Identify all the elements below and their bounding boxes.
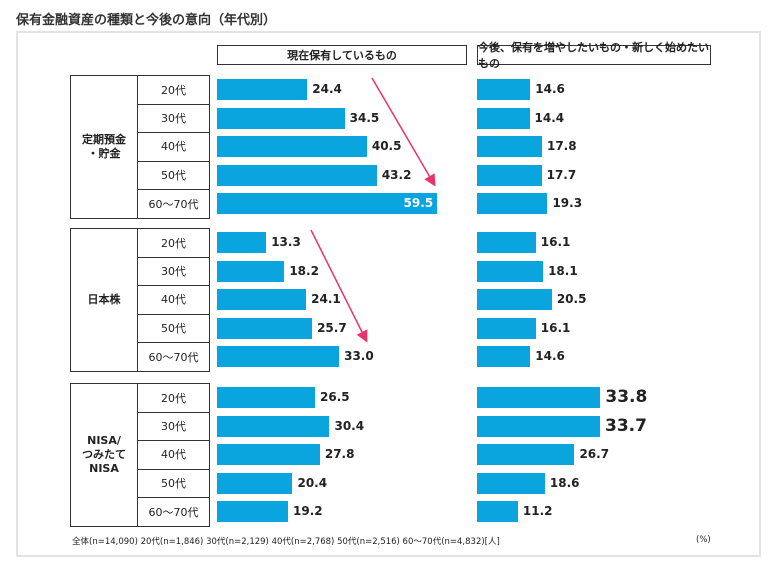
value-label: 13.3 [271,235,301,249]
category-label: 40代 [138,132,210,162]
bar-future [477,444,575,466]
value-label: 17.7 [546,167,577,182]
trend-arrow [371,77,436,187]
value-label: 16.1 [540,235,571,249]
bar-current [217,472,293,494]
value-label: 14.4 [534,110,565,125]
value-label: 34.5 [349,110,380,125]
bar-future [477,346,531,368]
bar-current [217,232,267,253]
category-label: 40代 [138,285,210,315]
bar-future [477,472,545,494]
category-label: 20代 [138,383,210,413]
bar-current [217,317,313,339]
bar-future [477,387,601,408]
value-label: 25.7 [317,320,347,335]
footnote: 全体(n=14,090) 20代(n=1,846) 30代(n=2,129) 4… [72,537,500,547]
value-label: 33.7 [605,415,647,436]
value-label: 24.1 [311,292,341,307]
value-label: 33.0 [344,349,374,364]
trend-arrow [310,229,368,343]
bar-current [217,136,367,158]
value-label: 27.8 [324,447,355,462]
bar-future [477,107,530,129]
bar-current [217,260,285,282]
bar-future [477,193,548,215]
value-label: 14.6 [535,349,565,364]
bar-future [477,79,531,100]
bar-future [477,164,542,186]
category-label: 30代 [138,103,210,134]
value-label: 16.1 [540,320,571,335]
bar-future [477,501,518,523]
value-label: 43.2 [381,167,412,182]
panel-header-current: 現在保有しているもの [217,45,467,65]
category-label: 20代 [138,75,210,105]
category-label: 50代 [138,313,210,344]
group-label: 定期預金 ・貯金 [70,75,138,219]
bar-future [477,415,600,437]
value-label: 20.5 [556,292,587,307]
bar-future [477,136,542,158]
value-label: 33.8 [605,387,648,407]
category-label: 30代 [138,256,210,287]
value-label: 18.6 [549,475,580,490]
bar-future [477,232,536,253]
value-label: 19.2 [293,504,323,519]
bar-current [217,346,340,368]
chart-frame [16,31,761,557]
category-label: 50代 [138,468,210,499]
chart-title: 保有金融資産の種類と今後の意向（年代別） [16,13,277,28]
bar-current [217,79,308,100]
category-label: 50代 [138,160,210,191]
value-label: 17.8 [546,139,577,154]
category-label: 60〜70代 [138,497,210,527]
value-label: 19.3 [552,196,583,211]
bar-current [217,444,320,466]
value-label: 30.4 [334,418,365,433]
bar-current [217,107,345,129]
bar-future [477,260,544,282]
value-label: 11.2 [522,504,553,519]
value-label: 40.5 [371,139,402,154]
category-label: 30代 [138,411,210,442]
value-label: 24.4 [312,82,342,96]
bar-current [217,164,377,186]
bar-current [217,501,289,523]
group-label: NISA/ つみたて NISA [70,383,138,527]
category-label: 20代 [138,228,210,258]
value-label: 18.1 [548,263,578,278]
bar-current [217,387,316,408]
unit-label: (%) [696,535,711,545]
bar-future [477,317,536,339]
category-label: 60〜70代 [138,189,210,219]
bar-current [217,415,330,437]
group-label: 日本株 [70,228,138,372]
category-label: 40代 [138,440,210,470]
bar-future [477,289,552,311]
value-label: 26.5 [320,390,350,404]
value-label: 59.5 [403,196,434,211]
value-label: 26.7 [579,447,610,462]
bar-current [217,289,307,311]
bar-current [217,193,438,215]
value-label: 20.4 [297,475,328,490]
value-label: 18.2 [289,263,319,278]
category-label: 60〜70代 [138,342,210,372]
value-label: 14.6 [535,82,565,96]
